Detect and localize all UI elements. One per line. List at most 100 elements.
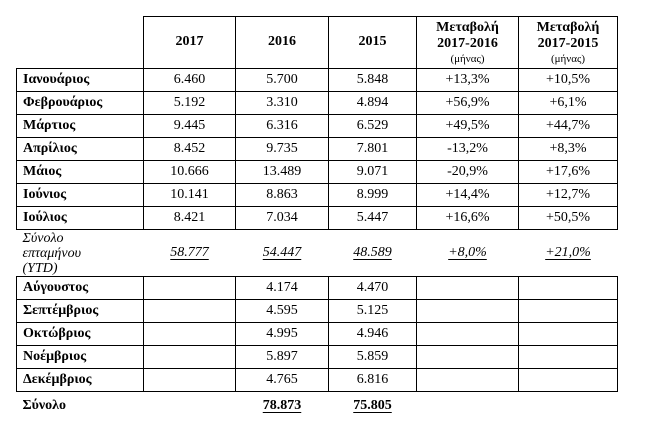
row-label-cell: Απρίλιος: [16, 137, 144, 161]
table-row-month: Νοέμβριος 5.897 5.859: [16, 345, 618, 369]
value-cell: 4.765: [235, 368, 329, 392]
column-header-year: 2015: [328, 16, 417, 69]
value-cell: 5.848: [328, 68, 417, 92]
change-title-label: Μεταβολή: [536, 20, 600, 35]
value-cell: 78.873: [262, 398, 302, 414]
table-body: Ιανουάριος 6.460 5.700 5.848 +13,3% +10,5% Φεβ…: [16, 68, 618, 421]
value-cell: +8,3%: [518, 137, 618, 161]
column-header-year: 2016: [235, 16, 329, 69]
value-cell: 6.460: [143, 68, 236, 92]
value-cell: +13,3%: [416, 68, 519, 92]
row-label-cell: Σύνολο επταμήνου (YTD): [22, 231, 82, 276]
value-cell: [416, 368, 519, 392]
value-cell: 75.805: [353, 398, 392, 414]
value-cell: [518, 345, 618, 369]
row-label-cell: Ιούνιος: [16, 183, 144, 207]
table-row-month: Απρίλιος 8.452 9.735 7.801 -13,2% +8,3%: [16, 137, 618, 161]
column-header-year: 2017: [143, 16, 236, 69]
change-unit-label: (μήνας): [550, 53, 586, 66]
value-cell: [416, 322, 519, 346]
value-cell: +21,0%: [545, 244, 591, 260]
value-cell: [518, 299, 618, 323]
value-cell: [416, 299, 519, 323]
value-cell: [519, 392, 618, 421]
value-cell: +49,5%: [416, 114, 519, 138]
value-cell: 5.447: [328, 206, 417, 230]
row-label-cell: Φεβρουάριος: [16, 91, 144, 115]
value-cell: [416, 345, 519, 369]
value-cell: 6.316: [235, 114, 329, 138]
value-cell: [518, 322, 618, 346]
table-row-month: Ιούνιος 10.141 8.863 8.999 +14,4% +12,7%: [16, 183, 618, 207]
corner-cell: [17, 17, 144, 69]
table-row-month: Ιούλιος 8.421 7.034 5.447 +16,6% +50,5%: [16, 206, 618, 230]
value-cell: +14,4%: [416, 183, 519, 207]
value-cell: 5.897: [235, 345, 329, 369]
row-label-cell: Αύγουστος: [16, 276, 144, 300]
value-cell: 5.700: [235, 68, 329, 92]
value-cell: [518, 276, 618, 300]
value-cell: [518, 368, 618, 392]
table-row-month: Φεβρουάριος 5.192 3.310 4.894 +56,9% +6,1%: [16, 91, 618, 115]
table-row-month: Μάρτιος 9.445 6.316 6.529 +49,5% +44,7%: [16, 114, 618, 138]
table-row-month: Σεπτέμβριος 4.595 5.125: [16, 299, 618, 323]
value-cell: 8.421: [143, 206, 236, 230]
value-cell: -20,9%: [416, 160, 519, 184]
table-row-month: Ιανουάριος 6.460 5.700 5.848 +13,3% +10,5%: [16, 68, 618, 92]
table-row-month: Οκτώβριος 4.995 4.946: [16, 322, 618, 346]
value-cell: 6.816: [328, 368, 417, 392]
value-cell: 4.595: [235, 299, 329, 323]
row-label-cell: Μάρτιος: [16, 114, 144, 138]
value-cell: +16,6%: [416, 206, 519, 230]
value-cell: +12,7%: [518, 183, 618, 207]
value-cell: 13.489: [235, 160, 329, 184]
value-cell: [416, 276, 519, 300]
value-cell: +56,9%: [416, 91, 519, 115]
value-cell: 4.174: [235, 276, 329, 300]
value-cell: 5.859: [328, 345, 417, 369]
value-cell: +8,0%: [448, 244, 487, 260]
value-cell: +44,7%: [518, 114, 618, 138]
value-cell: 7.801: [328, 137, 417, 161]
column-header-change: Μεταβολή 2017-2016 (μήνας): [416, 16, 519, 69]
value-cell: 10.141: [143, 183, 236, 207]
value-cell: 48.589: [353, 244, 392, 260]
value-cell: 6.529: [328, 114, 417, 138]
value-cell: 8.452: [143, 137, 236, 161]
table-row-month: Μάιος 10.666 13.489 9.071 -20,9% +17,6%: [16, 160, 618, 184]
row-label-cell: Οκτώβριος: [16, 322, 144, 346]
value-cell: 4.470: [328, 276, 417, 300]
table-header: 2017 2016 2015 Μεταβολή 2017-2016 (μήνας) Μετα…: [17, 16, 618, 69]
value-cell: 4.995: [235, 322, 329, 346]
row-label-cell: Ιούλιος: [16, 206, 144, 230]
value-cell: [417, 392, 519, 421]
change-unit-label: (μήνας): [450, 53, 485, 66]
value-cell: 10.666: [143, 160, 236, 184]
row-label-cell: Σύνολο: [22, 398, 67, 414]
table-row-subtotal-ytd: Σύνολο επταμήνου (YTD) 58.777 54.447 48.589…: [17, 230, 618, 277]
value-cell: [143, 345, 236, 369]
row-label-cell: Δεκέμβριος: [16, 368, 144, 392]
value-cell: 9.071: [328, 160, 417, 184]
change-range-label: 2017-2016: [437, 36, 498, 52]
value-cell: -13,2%: [416, 137, 519, 161]
value-cell: +17,6%: [518, 160, 618, 184]
value-cell: [143, 322, 236, 346]
value-cell: [144, 392, 236, 421]
value-cell: 4.946: [328, 322, 417, 346]
row-label-cell: Σεπτέμβριος: [16, 299, 144, 323]
value-cell: 58.777: [170, 244, 209, 260]
row-label-cell: Νοέμβριος: [16, 345, 144, 369]
column-header-change: Μεταβολή 2017-2015 (μήνας): [518, 16, 618, 69]
change-title-label: Μεταβολή: [436, 20, 499, 35]
value-cell: 9.445: [143, 114, 236, 138]
value-cell: +6,1%: [518, 91, 618, 115]
value-cell: [143, 368, 236, 392]
monthly-figures-table: 2017 2016 2015 Μεταβολή 2017-2016 (μήνας) Μετα…: [16, 16, 618, 421]
value-cell: +10,5%: [518, 68, 618, 92]
value-cell: 5.192: [143, 91, 236, 115]
row-label-cell: Ιανουάριος: [16, 68, 144, 92]
value-cell: 8.999: [328, 183, 417, 207]
row-label-cell: Μάιος: [16, 160, 144, 184]
